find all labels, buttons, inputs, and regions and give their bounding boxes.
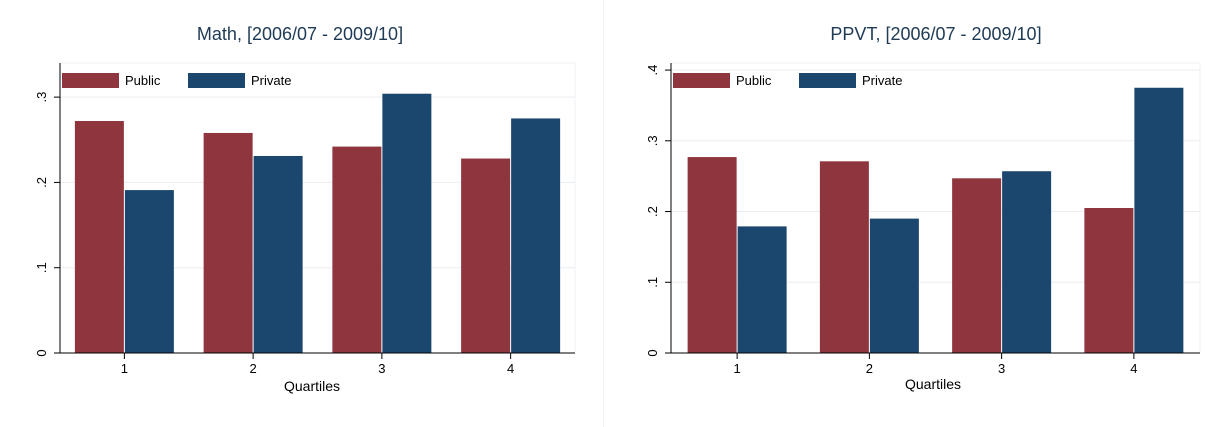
ppvt-chart-panel: PPVT, [2006/07 - 2009/10] 0.1.2.3.4 1 2 3 4 …: [617, 0, 1207, 427]
bar-public-q4: [1084, 208, 1134, 353]
legend-swatch-private: [188, 73, 245, 88]
bar-private-q4: [511, 118, 561, 353]
bar-private-q1: [737, 226, 787, 353]
y-tick-label: .1: [34, 262, 49, 273]
x-axis-label: Quartiles: [284, 378, 340, 394]
y-tick-label: .3: [34, 92, 49, 103]
y-tick-label: .4: [645, 65, 660, 76]
y-tick-label: .2: [34, 177, 49, 188]
bar-private-q1: [124, 190, 174, 353]
math-chart: Math, [2006/07 - 2009/10] 0 .1 .2 .3 1 2 3 4 Pu…: [34, 24, 576, 394]
bar-private-q2: [869, 218, 919, 353]
bar-public-q1: [687, 157, 737, 353]
bar-private-q4: [1134, 87, 1184, 353]
x-tick-label: 2: [250, 361, 257, 376]
x-tick-label: 3: [378, 361, 385, 376]
chart-title: PPVT, [2006/07 - 2009/10]: [830, 24, 1041, 44]
legend-swatch-public: [62, 73, 119, 88]
x-tick-label: 4: [1130, 361, 1137, 376]
legend-swatch-public: [673, 73, 730, 88]
bar-public-q3: [952, 178, 1002, 353]
bar-public-q4: [461, 158, 511, 353]
legend-label-private: Private: [251, 73, 291, 88]
panel-divider: [603, 0, 604, 427]
x-tick-label: 1: [734, 361, 741, 376]
legend-label-private: Private: [862, 73, 902, 88]
bar-public-q2: [819, 161, 869, 353]
legend-swatch-private: [799, 73, 856, 88]
bar-public-q2: [203, 132, 253, 353]
y-tick-label: 0: [34, 349, 49, 356]
bar-private-q2: [253, 155, 303, 353]
legend-label-public: Public: [736, 73, 772, 88]
chart-title: Math, [2006/07 - 2009/10]: [197, 24, 403, 44]
bar-public-q1: [74, 121, 124, 353]
bar-public-q3: [332, 146, 382, 353]
y-tick-label: .3: [645, 135, 660, 146]
x-tick-label: 3: [998, 361, 1005, 376]
bar-private-q3: [382, 93, 432, 354]
y-tick-label: .2: [645, 206, 660, 217]
x-axis-label: Quartiles: [905, 376, 961, 392]
y-tick-label: 0: [645, 349, 660, 356]
x-tick-label: 4: [507, 361, 514, 376]
ppvt-chart: PPVT, [2006/07 - 2009/10] 0.1.2.3.41 2 3 4 …: [645, 24, 1201, 392]
bar-private-q3: [1002, 171, 1052, 353]
x-tick-label: 2: [866, 361, 873, 376]
math-chart-panel: Math, [2006/07 - 2009/10] 0 .1 .2 .3 1 2 3 4 Pu…: [0, 0, 590, 427]
legend-label-public: Public: [125, 73, 161, 88]
y-tick-label: .1: [645, 277, 660, 288]
x-tick-label: 1: [121, 361, 128, 376]
